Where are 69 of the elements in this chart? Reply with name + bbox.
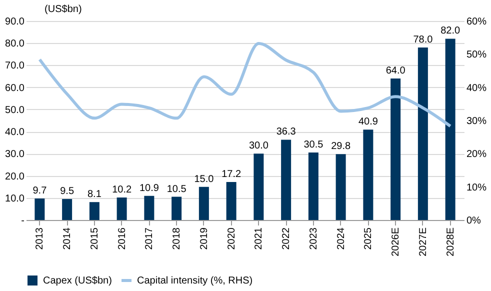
y-tick-label: 60.0	[5, 82, 25, 94]
x-tick-label: 2021	[254, 227, 265, 250]
bar	[89, 202, 100, 220]
bar	[390, 78, 401, 220]
data-label: 40.9	[358, 116, 378, 128]
legend-label: Capital intensity (%, RHS)	[137, 276, 253, 286]
x-tick-label: 2017	[144, 227, 156, 250]
data-label: 10.5	[166, 184, 187, 195]
bar	[254, 154, 264, 220]
y-tick-label: 40.0	[5, 127, 25, 138]
bar	[308, 152, 318, 220]
legend-label: Capex (US$bn)	[43, 276, 112, 286]
y-tick-label: 80.0	[5, 38, 25, 50]
data-label: 15.0	[194, 174, 214, 185]
data-label: 29.8	[331, 141, 351, 152]
bar	[336, 154, 346, 220]
y2-tick-label: 50%	[466, 50, 487, 61]
data-label: 82.0	[440, 26, 460, 37]
y2-tick-label: 20%	[466, 149, 487, 160]
y2-tick-label: 0%	[466, 216, 482, 226]
line-series	[38, 42, 452, 128]
bar	[445, 38, 456, 220]
data-label: 36.3	[276, 126, 296, 138]
data-label: 9.7	[32, 186, 48, 197]
y-tick-label: 20.0	[5, 171, 25, 182]
bar	[226, 182, 236, 220]
data-label: 17.2	[222, 168, 242, 180]
data-label: 30.5	[304, 140, 324, 151]
y2-tick-label: 60%	[466, 16, 487, 28]
data-label: 10.2	[112, 184, 132, 196]
x-tick-label: 2020	[226, 227, 238, 250]
bar	[172, 196, 182, 220]
x-tick-label: 2025	[363, 227, 374, 250]
y-tick-label: 30.0	[5, 149, 25, 160]
bar	[34, 198, 45, 220]
bar	[418, 48, 428, 220]
x-tick-label: 2022	[281, 227, 292, 250]
bar	[144, 196, 154, 220]
x-tick-label: 2019	[198, 227, 210, 250]
x-tick-label: 2026E	[390, 227, 402, 256]
x-tick-label: 2013	[34, 227, 46, 250]
bar	[116, 197, 127, 220]
y-tick-label: 70.0	[5, 60, 25, 72]
y2-tick-label: 40%	[466, 82, 487, 94]
x-tick-label: 2023	[308, 227, 320, 250]
bar	[363, 130, 374, 220]
data-label: 10.9	[139, 182, 160, 194]
bar	[281, 140, 292, 220]
x-tick-label: 2015	[89, 227, 100, 250]
x-tick-label: 2027E	[418, 227, 429, 256]
y-tick-label: 50.0	[5, 104, 25, 116]
y-tick-label: 10.0	[5, 193, 25, 204]
x-tick-label: 2016	[116, 227, 128, 250]
x-tick-label: 2014	[62, 227, 74, 250]
x-tick-label: 2024	[336, 227, 347, 250]
y-tick-label: -	[21, 216, 24, 226]
y-axis-title: (US$bn)	[44, 4, 82, 15]
data-label: 64.0	[386, 65, 406, 76]
x-tick-label: 2018	[172, 227, 183, 250]
data-label: 30.0	[248, 140, 269, 152]
bar	[198, 186, 209, 220]
y2-tick-label: 30%	[466, 116, 487, 127]
y2-tick-label: 10%	[466, 182, 487, 194]
data-label: 8.1	[87, 189, 102, 200]
data-label: 78.0	[413, 34, 434, 46]
y-tick-label: 90.0	[5, 16, 25, 28]
x-tick-label: 2028E	[445, 227, 456, 256]
data-label: 9.5	[60, 186, 74, 197]
bar	[62, 198, 72, 220]
